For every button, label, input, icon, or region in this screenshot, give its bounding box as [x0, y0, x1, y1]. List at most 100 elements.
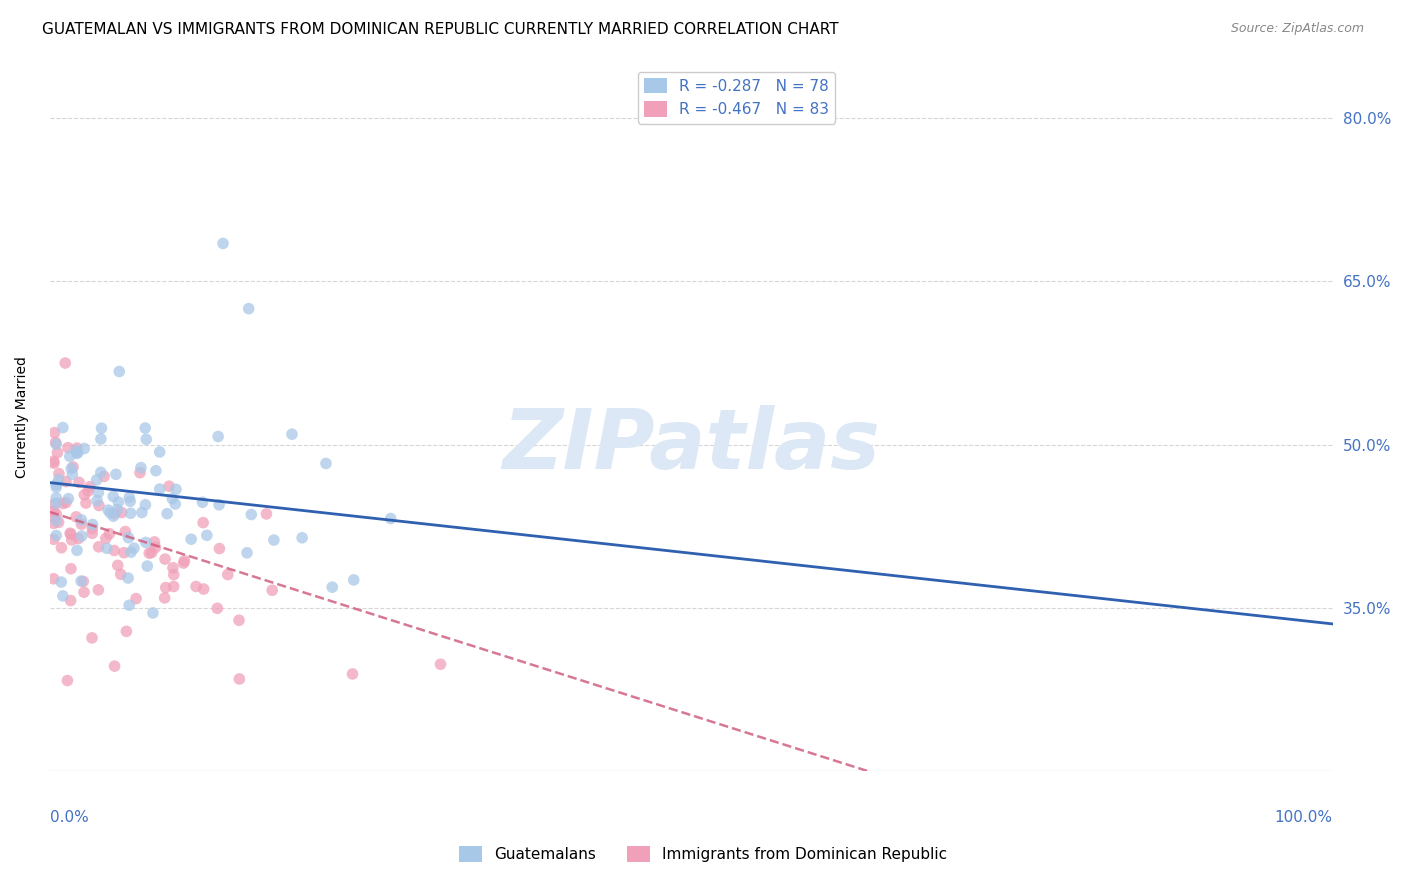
Point [79, 480, 101, 494]
Point [191, 495, 214, 509]
Point [238, 301, 260, 316]
Point [75, 496, 97, 510]
Point [87, 540, 110, 554]
Point [45, 477, 67, 491]
Point [60, 533, 83, 547]
Point [65, 443, 87, 458]
Point [115, 624, 138, 639]
Point [153, 591, 176, 605]
Point [53, 356, 76, 370]
Point [59, 593, 82, 607]
Point [291, 531, 314, 545]
Point [87, 499, 110, 513]
Point [136, 559, 159, 574]
Point [70, 517, 93, 532]
Point [145, 541, 167, 555]
Point [108, 364, 131, 378]
Y-axis label: Currently Married: Currently Married [15, 357, 30, 478]
Point [228, 672, 250, 686]
Point [193, 582, 215, 596]
Point [59, 450, 82, 464]
Point [143, 535, 166, 549]
Point [62, 460, 84, 475]
Point [281, 427, 304, 442]
Point [94, 532, 117, 546]
Point [134, 421, 156, 435]
Point [82, 526, 104, 541]
Point [45, 514, 67, 528]
Point [98, 526, 121, 541]
Point [48, 516, 70, 530]
Point [42, 572, 65, 586]
Point [142, 606, 165, 620]
Point [208, 498, 231, 512]
Point [52, 420, 75, 434]
Point [46, 446, 69, 460]
Point [45, 437, 67, 451]
Point [42, 504, 65, 518]
Legend: Guatemalans, Immigrants from Dominican Republic: Guatemalans, Immigrants from Dominican R… [453, 840, 953, 868]
Point [129, 460, 152, 475]
Point [193, 516, 215, 530]
Point [163, 567, 186, 582]
Point [195, 528, 218, 542]
Point [90, 432, 112, 446]
Point [111, 506, 134, 520]
Text: 100.0%: 100.0% [1275, 810, 1333, 824]
Point [141, 545, 163, 559]
Point [157, 479, 180, 493]
Point [55, 475, 77, 489]
Point [165, 483, 187, 497]
Point [82, 517, 104, 532]
Point [72, 574, 94, 589]
Point [93, 469, 115, 483]
Point [67, 475, 90, 490]
Point [45, 528, 67, 542]
Point [42, 456, 65, 470]
Point [120, 494, 142, 508]
Point [117, 531, 139, 545]
Point [70, 574, 93, 588]
Point [118, 599, 141, 613]
Point [45, 491, 67, 505]
Text: 0.0%: 0.0% [49, 810, 89, 824]
Point [66, 446, 89, 460]
Point [45, 496, 67, 510]
Point [129, 466, 152, 480]
Point [105, 502, 128, 516]
Point [107, 558, 129, 573]
Point [184, 579, 207, 593]
Point [59, 562, 82, 576]
Point [118, 491, 141, 505]
Point [103, 490, 125, 504]
Point [122, 541, 145, 556]
Point [165, 497, 187, 511]
Point [87, 485, 110, 500]
Point [73, 442, 96, 456]
Point [59, 526, 82, 541]
Point [207, 601, 229, 615]
Point [67, 532, 90, 546]
Point [66, 445, 89, 459]
Point [163, 579, 186, 593]
Point [73, 488, 96, 502]
Point [103, 509, 125, 524]
Point [45, 507, 67, 521]
Legend: R = -0.287   N = 78, R = -0.467   N = 83: R = -0.287 N = 78, R = -0.467 N = 83 [637, 71, 835, 123]
Point [125, 591, 148, 606]
Point [134, 498, 156, 512]
Point [173, 556, 195, 570]
Point [114, 524, 136, 539]
Point [73, 585, 96, 599]
Point [90, 466, 112, 480]
Text: GUATEMALAN VS IMMIGRANTS FROM DOMINICAN REPUBLIC CURRENTLY MARRIED CORRELATION C: GUATEMALAN VS IMMIGRANTS FROM DOMINICAN … [42, 22, 839, 37]
Point [60, 467, 83, 482]
Point [263, 533, 285, 547]
Point [56, 441, 79, 455]
Point [262, 583, 284, 598]
Point [135, 432, 157, 446]
Point [429, 657, 451, 672]
Point [208, 541, 231, 556]
Point [51, 575, 73, 590]
Point [86, 493, 108, 508]
